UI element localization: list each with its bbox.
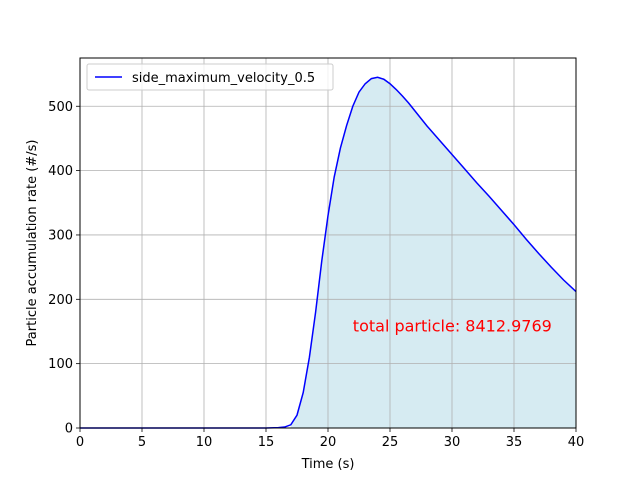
y-tick-label: 0: [65, 422, 73, 437]
x-tick-label: 20: [320, 435, 337, 450]
y-axis: 0 100 200 300 400 500: [48, 100, 80, 437]
y-tick-label: 500: [48, 100, 73, 115]
area-fill: [290, 77, 576, 429]
series-line: [80, 76, 577, 429]
x-axis: 0 5 10 15 20 25 30 35 40: [76, 428, 584, 450]
x-tick-label: 0: [76, 435, 84, 450]
legend-box: [86, 63, 334, 91]
x-tick-label: 40: [568, 435, 585, 450]
x-tick-label: 10: [196, 435, 213, 450]
x-tick-label: 15: [258, 435, 275, 450]
y-tick-label: 300: [48, 228, 73, 243]
x-axis-label: Time (s): [301, 457, 355, 472]
x-tick-label: 25: [382, 435, 399, 450]
y-tick-label: 100: [48, 357, 73, 372]
x-tick-label: 30: [444, 435, 461, 450]
y-tick-label: 400: [48, 164, 73, 179]
x-tick-label: 35: [506, 435, 523, 450]
legend-entry: side_maximum_velocity_0.5: [132, 71, 315, 86]
total-particle-annotation: total particle: 8412.9769: [353, 316, 552, 335]
y-axis-label: Particle accumulation rate (#/s): [25, 140, 40, 347]
legend: side_maximum_velocity_0.5: [86, 63, 334, 91]
y-tick-label: 200: [48, 293, 73, 308]
x-tick-label: 5: [138, 435, 146, 450]
